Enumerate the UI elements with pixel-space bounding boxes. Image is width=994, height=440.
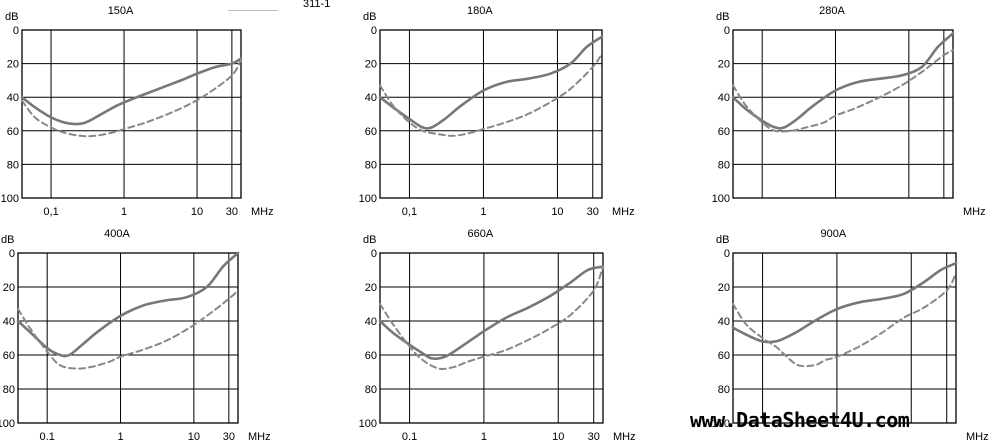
series-line-dashed bbox=[379, 265, 604, 370]
x-axis-unit: MHz bbox=[612, 206, 635, 218]
y-tick-label: 100 bbox=[359, 418, 377, 430]
y-axis-label: dB bbox=[716, 234, 729, 246]
y-tick-label: 80 bbox=[718, 159, 730, 171]
y-axis-label: dB bbox=[363, 234, 376, 246]
x-tick-label: 30 bbox=[588, 431, 600, 440]
series-line-solid bbox=[731, 32, 955, 130]
x-axis-unit: MHz bbox=[251, 206, 274, 218]
x-tick-label: 1 bbox=[480, 206, 486, 218]
y-axis-label: dB bbox=[5, 11, 18, 23]
chart-panel-180A: 180A dB 0 20 40 60 80 100 0,1 1 10 30 MHz bbox=[359, 5, 635, 218]
y-tick-label: 40 bbox=[3, 316, 15, 328]
x-tick-label: 0,1 bbox=[40, 431, 55, 440]
y-tick-label: 20 bbox=[365, 59, 377, 71]
plot-frame bbox=[379, 29, 603, 199]
y-tick-label: 80 bbox=[365, 159, 377, 171]
y-tick-label: 20 bbox=[365, 282, 377, 294]
x-tick-label: 10 bbox=[551, 206, 563, 218]
chart-title: 180A bbox=[467, 5, 493, 17]
y-tick-label: 60 bbox=[718, 350, 730, 362]
y-tick-label: 60 bbox=[3, 350, 15, 362]
y-tick-label: 80 bbox=[365, 384, 377, 396]
y-tick-label: 100 bbox=[1, 193, 19, 205]
x-tick-label: 10 bbox=[188, 431, 200, 440]
series-line-dashed bbox=[379, 52, 603, 137]
x-tick-label: 30 bbox=[226, 206, 238, 218]
chart-panel-660A: 660A dB 0 20 40 60 80 100 0,1 1 10 30 MHz bbox=[359, 228, 636, 440]
y-tick-label: 0 bbox=[13, 25, 19, 37]
y-tick-label: 80 bbox=[718, 384, 730, 396]
y-tick-label: 40 bbox=[718, 92, 730, 104]
x-tick-label: 10 bbox=[191, 206, 203, 218]
x-tick-label: 1 bbox=[121, 206, 127, 218]
series-line-dashed bbox=[17, 289, 239, 370]
series-line-dashed bbox=[732, 49, 954, 133]
header-fragment: 311-1 bbox=[303, 0, 331, 10]
x-tick-label: 0,1 bbox=[43, 206, 58, 218]
y-tick-label: 20 bbox=[7, 59, 19, 71]
y-tick-label: 100 bbox=[712, 418, 730, 430]
y-tick-label: 40 bbox=[718, 316, 730, 328]
y-tick-label: 40 bbox=[7, 92, 19, 104]
chart-title: 150A bbox=[108, 5, 134, 17]
y-tick-label: 100 bbox=[712, 193, 730, 205]
x-axis-unit: MHz bbox=[613, 431, 636, 440]
chart-panel-150A: 150A dB 0 20 40 60 80 100 0,1 1 10 30 MHz bbox=[1, 5, 274, 218]
series-line-solid bbox=[378, 35, 604, 130]
chart-title: 660A bbox=[467, 228, 493, 240]
x-tick-label: 0,1 bbox=[402, 431, 417, 440]
chart-panel-400A: 400A dB 0 20 40 60 80 100 0,1 1 10 30 MHz bbox=[0, 228, 271, 440]
y-axis-label: dB bbox=[716, 11, 729, 23]
plot-frame bbox=[21, 29, 242, 199]
y-tick-label: 0 bbox=[9, 248, 15, 260]
series-line-solid bbox=[16, 251, 240, 358]
y-tick-label: 0 bbox=[724, 25, 730, 37]
y-tick-label: 20 bbox=[718, 59, 730, 71]
x-tick-label: 1 bbox=[117, 431, 123, 440]
watermark: www.DataSheet4U.com bbox=[690, 408, 910, 432]
y-tick-label: 40 bbox=[365, 92, 377, 104]
x-axis-unit: MHz bbox=[963, 206, 986, 218]
chart-title: 400A bbox=[104, 228, 130, 240]
y-tick-label: 40 bbox=[365, 316, 377, 328]
series-line-solid bbox=[378, 265, 605, 360]
y-tick-label: 80 bbox=[3, 384, 15, 396]
y-tick-label: 0 bbox=[371, 25, 377, 37]
series-line-dashed bbox=[732, 272, 957, 368]
chart-panel-280A: 280A dB 0 20 40 60 80 100 MHz bbox=[712, 5, 986, 218]
x-tick-label: 30 bbox=[587, 206, 599, 218]
x-tick-label: 0,1 bbox=[402, 206, 417, 218]
chart-panel-900A: 900A dB 0 20 40 60 80 100 MHz bbox=[712, 228, 989, 440]
x-tick-label: 1 bbox=[481, 431, 487, 440]
plot-frame bbox=[732, 252, 957, 424]
y-tick-label: 0 bbox=[724, 248, 730, 260]
series-line-dashed bbox=[21, 59, 242, 138]
y-tick-label: 60 bbox=[365, 350, 377, 362]
x-axis-unit: MHz bbox=[966, 431, 989, 440]
chart-title: 280A bbox=[819, 5, 845, 17]
plot-frame bbox=[732, 29, 954, 199]
y-tick-label: 20 bbox=[3, 282, 15, 294]
y-tick-label: 0 bbox=[371, 248, 377, 260]
plot-frame bbox=[17, 252, 239, 424]
y-axis-label: dB bbox=[363, 11, 376, 23]
y-tick-label: 60 bbox=[718, 126, 730, 138]
y-tick-label: 80 bbox=[7, 159, 19, 171]
x-tick-label: 30 bbox=[223, 431, 235, 440]
chart-title: 900A bbox=[820, 228, 846, 240]
x-axis-unit: MHz bbox=[248, 431, 271, 440]
y-tick-label: 100 bbox=[359, 193, 377, 205]
series-line-solid bbox=[731, 261, 958, 344]
x-tick-label: 10 bbox=[552, 431, 564, 440]
y-tick-label: 20 bbox=[718, 282, 730, 294]
y-tick-label: 100 bbox=[0, 418, 15, 430]
y-axis-label: dB bbox=[1, 234, 14, 246]
y-tick-label: 60 bbox=[365, 126, 377, 138]
plot-frame bbox=[379, 252, 604, 424]
y-tick-label: 60 bbox=[7, 126, 19, 138]
series-line-solid bbox=[20, 57, 243, 126]
header-rule bbox=[228, 10, 278, 11]
